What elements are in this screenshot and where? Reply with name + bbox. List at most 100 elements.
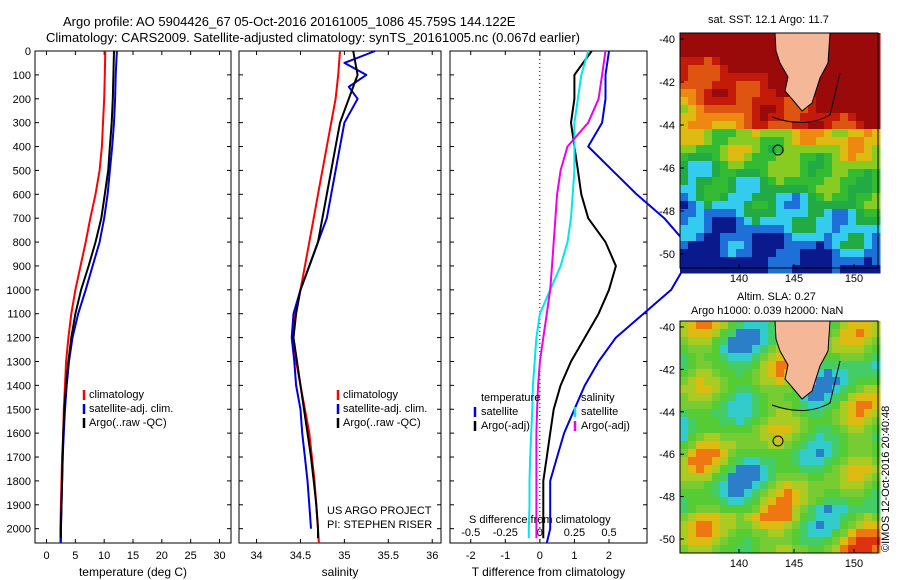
map-cell	[760, 145, 769, 154]
map-cell	[704, 513, 713, 522]
map-cell	[808, 153, 817, 162]
map-cell	[688, 153, 697, 162]
map-cell	[688, 345, 697, 354]
map-cell	[704, 321, 713, 330]
x-tick-label: 0	[537, 550, 543, 562]
map-cell	[728, 201, 737, 210]
map-cell	[848, 497, 857, 506]
map-cell	[808, 521, 817, 530]
map-cell	[768, 177, 777, 186]
map-cell	[832, 57, 841, 66]
map-cell	[688, 113, 697, 122]
map-cell	[824, 105, 833, 114]
map-cell	[736, 233, 745, 242]
map-cell	[840, 385, 849, 394]
map-cell	[848, 409, 857, 418]
map-cell	[768, 545, 777, 554]
map-cell	[776, 473, 785, 482]
map-cell	[816, 409, 825, 418]
map-x-tick-label: 145	[785, 273, 803, 285]
map-cell	[688, 241, 697, 250]
map-cell	[760, 353, 769, 362]
map-cell	[848, 33, 857, 42]
map-cell	[776, 481, 785, 490]
map-cell	[736, 441, 745, 450]
map-cell	[688, 481, 697, 490]
map-cell	[832, 265, 841, 274]
x-tick-label: 0	[43, 550, 49, 562]
map-cell	[728, 73, 737, 82]
map-cell	[744, 217, 753, 226]
map-cell	[872, 369, 881, 378]
map-cell	[752, 233, 761, 242]
map-cell	[832, 225, 841, 234]
map-cell	[848, 129, 857, 138]
map-cell	[840, 489, 849, 498]
map-cell	[872, 401, 881, 410]
map-cell	[744, 225, 753, 234]
map-cell	[872, 393, 881, 402]
map-cell	[840, 353, 849, 362]
map-cell	[696, 137, 705, 146]
map-cell	[688, 65, 697, 74]
map-cell	[856, 489, 865, 498]
map-cell	[712, 377, 721, 386]
map-cell	[864, 417, 873, 426]
map-cell	[832, 105, 841, 114]
map-cell	[680, 353, 689, 362]
map-cell	[800, 121, 809, 130]
map-cell	[872, 257, 881, 266]
map-cell	[736, 425, 745, 434]
map-cell	[752, 209, 761, 218]
map-cell	[840, 417, 849, 426]
map-cell	[744, 513, 753, 522]
map-cell	[704, 425, 713, 434]
map-cell	[712, 329, 721, 338]
map-cell	[728, 425, 737, 434]
map-cell	[736, 377, 745, 386]
map-cell	[864, 105, 873, 114]
map-cell	[816, 225, 825, 234]
map-cell	[840, 529, 849, 538]
map-cell	[728, 121, 737, 130]
map-cell	[768, 121, 777, 130]
map-cell	[728, 489, 737, 498]
map-cell	[768, 513, 777, 522]
map-cell	[696, 121, 705, 130]
map-cell	[720, 401, 729, 410]
map-cell	[680, 481, 689, 490]
map-cell	[728, 449, 737, 458]
legend-label: climatology	[343, 389, 399, 401]
map-cell	[736, 129, 745, 138]
map-cell	[832, 241, 841, 250]
series-line-satelliteadjclim	[290, 50, 376, 529]
map-cell	[720, 137, 729, 146]
map-cell	[712, 529, 721, 538]
map-cell	[872, 377, 881, 386]
map-cell	[720, 529, 729, 538]
map-cell	[808, 169, 817, 178]
map-cell	[864, 129, 873, 138]
map-cell	[712, 185, 721, 194]
map-cell	[720, 161, 729, 170]
map-cell	[848, 257, 857, 266]
map-cell	[800, 129, 809, 138]
map-cell	[840, 185, 849, 194]
map-cell	[808, 529, 817, 538]
map-cell	[768, 81, 777, 90]
map-cell	[864, 161, 873, 170]
map-cell	[744, 201, 753, 210]
map-cell	[864, 89, 873, 98]
map-cell	[688, 209, 697, 218]
map-cell	[728, 217, 737, 226]
map-cell	[728, 97, 737, 106]
x-tick-label: 10	[98, 550, 110, 562]
legend-label: climatology	[89, 389, 145, 401]
map-cell	[776, 97, 785, 106]
map-cell	[808, 417, 817, 426]
map-cell	[696, 369, 705, 378]
map-cell	[736, 97, 745, 106]
map-cell	[848, 537, 857, 546]
map-cell	[768, 105, 777, 114]
map-cell	[760, 537, 769, 546]
